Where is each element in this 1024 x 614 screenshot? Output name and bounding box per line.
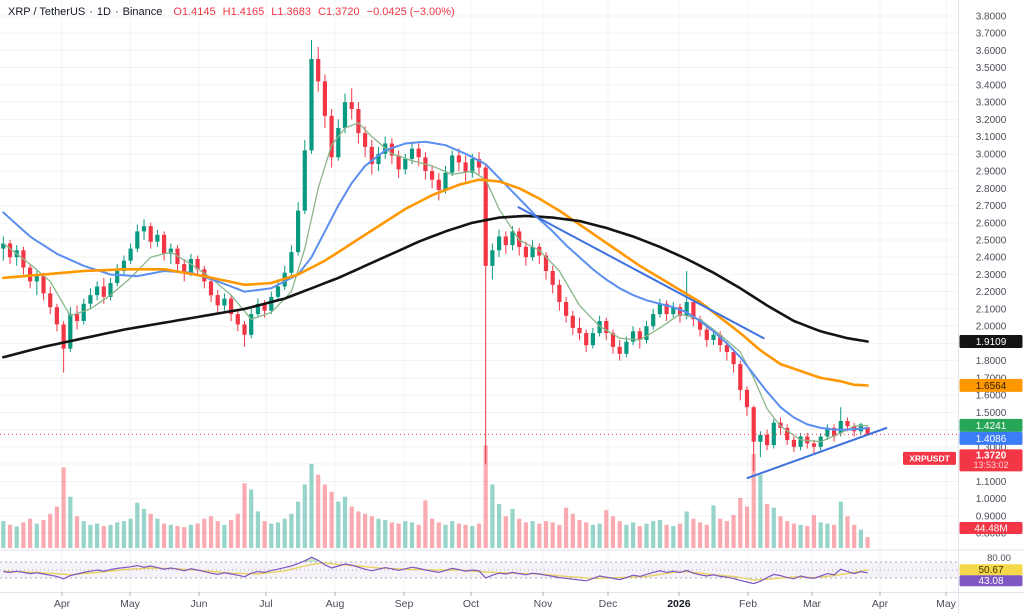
svg-text:50.67: 50.67 xyxy=(978,565,1003,576)
symbol-legend[interactable]: XRP / TetherUS · 1D · Binance O1.4145 H1.4165 L… xyxy=(8,5,455,19)
time-label-Nov: Nov xyxy=(534,598,553,610)
svg-text:0.9000: 0.9000 xyxy=(976,511,1007,522)
svg-text:2.7000: 2.7000 xyxy=(976,201,1007,212)
rsi-scale-label: 80.00 xyxy=(987,553,1011,564)
svg-text:2.1000: 2.1000 xyxy=(976,304,1007,315)
svg-text:1.3720: 1.3720 xyxy=(976,450,1007,461)
candlesticks xyxy=(1,40,870,471)
svg-text:2.4000: 2.4000 xyxy=(976,253,1007,264)
ma-mid-blue-line xyxy=(2,140,869,431)
grid-lines xyxy=(0,0,958,592)
ma-badge-1.6564 xyxy=(959,378,1023,392)
low-value: 1.3683 xyxy=(277,6,312,18)
svg-text:2.2000: 2.2000 xyxy=(976,287,1007,298)
svg-text:1.4241: 1.4241 xyxy=(976,421,1007,432)
time-label-Dec: Dec xyxy=(599,598,618,610)
ma-badge-1.4241 xyxy=(959,418,1023,432)
time-label-Sep: Sep xyxy=(395,598,414,610)
svg-text:1.6564: 1.6564 xyxy=(976,381,1007,392)
svg-text:3.0000: 3.0000 xyxy=(976,149,1007,160)
svg-text:1.0000: 1.0000 xyxy=(976,494,1007,505)
open-value: 1.4145 xyxy=(181,6,216,18)
ma-long-black-line xyxy=(1,214,869,359)
ma-fast-green-line xyxy=(2,122,869,443)
trendline-1[interactable] xyxy=(517,206,765,340)
time-label-Oct: Oct xyxy=(463,598,479,610)
bar-countdown: 13:53:02 xyxy=(973,460,1008,470)
trendlines[interactable] xyxy=(517,206,888,479)
ma-lines xyxy=(1,122,869,443)
svg-text:3.4000: 3.4000 xyxy=(976,80,1007,91)
legend-separator-2: · xyxy=(114,6,119,18)
svg-text:3.3000: 3.3000 xyxy=(976,98,1007,109)
ma-badge-1.9109 xyxy=(959,335,1023,348)
high-value: 1.4165 xyxy=(230,6,265,18)
change-value: −0.0425 (−3.00%) xyxy=(366,6,455,18)
symbol-title[interactable]: XRP / TetherUS xyxy=(8,6,86,18)
volume-bars xyxy=(1,445,870,548)
rsi-ma-badge xyxy=(959,564,1023,576)
svg-text:43.08: 43.08 xyxy=(978,576,1003,587)
pair-tag-badge xyxy=(903,451,956,465)
time-label-Apr: Apr xyxy=(872,598,889,610)
svg-text:1.1000: 1.1000 xyxy=(976,477,1007,488)
ma-slow-orange-line xyxy=(1,178,869,387)
time-label-Jul: Jul xyxy=(259,598,272,610)
price-axis[interactable]: 3.8000 3.7000 3.6000 3.5000 3.4000 3.3000 3.20… xyxy=(958,0,1011,614)
svg-text:3.1000: 3.1000 xyxy=(976,132,1007,143)
svg-text:2.5000: 2.5000 xyxy=(976,236,1007,247)
volume-badge xyxy=(959,522,1023,534)
time-label-May: May xyxy=(120,598,141,610)
svg-text:1.3000: 1.3000 xyxy=(976,442,1007,453)
time-label-Feb: Feb xyxy=(739,598,757,610)
svg-text:3.2000: 3.2000 xyxy=(976,115,1007,126)
svg-text:2.6000: 2.6000 xyxy=(976,218,1007,229)
ma-badge-1.4086 xyxy=(959,431,1023,445)
svg-text:3.6000: 3.6000 xyxy=(976,46,1007,57)
svg-text:3.5000: 3.5000 xyxy=(976,63,1007,74)
svg-text:1.6000: 1.6000 xyxy=(976,391,1007,402)
svg-text:1.9109: 1.9109 xyxy=(976,337,1007,348)
high-label: H xyxy=(222,6,231,18)
svg-text:2.3000: 2.3000 xyxy=(976,270,1007,281)
time-label-May: May xyxy=(936,598,957,610)
rsi-ma-line xyxy=(3,562,868,581)
svg-text:2.0000: 2.0000 xyxy=(976,322,1007,333)
trendline-2[interactable] xyxy=(746,427,888,479)
time-label-2026: 2026 xyxy=(667,598,691,610)
time-label-Aug: Aug xyxy=(326,598,345,610)
svg-text:2.8000: 2.8000 xyxy=(976,184,1007,195)
svg-text:1.5000: 1.5000 xyxy=(976,408,1007,419)
time-label-Jun: Jun xyxy=(191,598,208,610)
rsi-line xyxy=(3,556,868,585)
open-label: O xyxy=(173,6,182,18)
close-label: C xyxy=(318,6,326,18)
close-value: 1.3720 xyxy=(325,6,360,18)
time-axis[interactable]: Apr May Jun Jul Aug Sep Oct Nov Dec 2026 Feb Mar Apr… xyxy=(0,592,1024,610)
legend-separator-1: · xyxy=(89,6,93,18)
current-price-badge xyxy=(959,449,1023,472)
exchange-label: Binance xyxy=(122,6,163,18)
svg-text:3.7000: 3.7000 xyxy=(976,29,1007,40)
timeframe-label[interactable]: 1D xyxy=(96,6,111,18)
svg-text:XRPUSDT: XRPUSDT xyxy=(909,453,950,463)
time-label-Apr: Apr xyxy=(54,598,71,610)
time-label-Mar: Mar xyxy=(803,598,822,610)
rsi-pane xyxy=(0,549,1024,585)
svg-text:1.4086: 1.4086 xyxy=(976,434,1007,445)
svg-text:1.8000: 1.8000 xyxy=(976,356,1007,367)
svg-text:3.8000: 3.8000 xyxy=(976,11,1007,22)
low-label: L xyxy=(271,6,278,18)
rsi-value-badge xyxy=(959,575,1023,587)
svg-text:44.48M: 44.48M xyxy=(974,524,1007,535)
svg-text:2.9000: 2.9000 xyxy=(976,167,1007,178)
